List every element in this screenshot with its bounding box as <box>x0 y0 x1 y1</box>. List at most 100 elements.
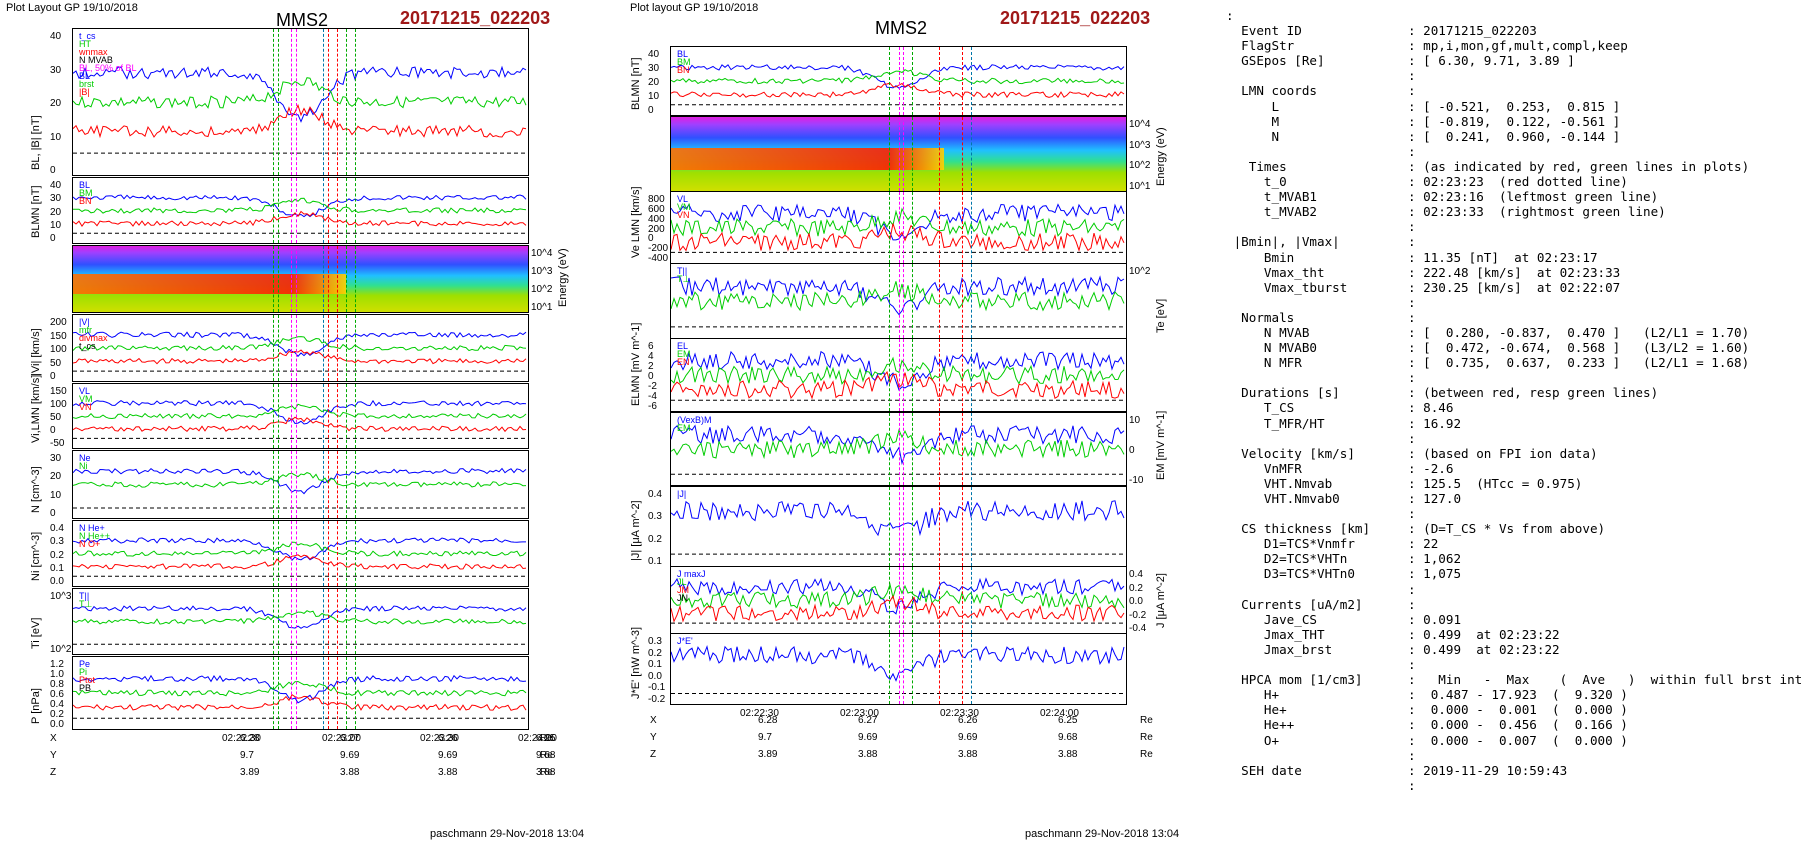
middle-panel-4: T|| T⊥ <box>670 263 1127 339</box>
trace-1 <box>671 577 1125 615</box>
axis-tick-label: 0.3 <box>50 536 64 548</box>
marker-line <box>971 567 973 633</box>
trace-1 <box>73 331 527 358</box>
trace-1 <box>73 467 527 495</box>
marker-line <box>295 178 297 243</box>
middle-event-title: 20171215_022203 <box>1000 8 1151 28</box>
time-tick-label: 02:23:00 <box>322 733 361 744</box>
trace-1 <box>671 64 1125 89</box>
marker-line <box>912 192 914 263</box>
legend-entry: N O+ <box>79 539 101 549</box>
legend-entry: wnmax <box>79 47 108 57</box>
legend-entry: divmax <box>79 333 108 343</box>
y-axis-label: BL, |B| [nT] <box>30 115 42 170</box>
marker-line <box>336 178 338 243</box>
legend-entry: mfr <box>79 325 92 335</box>
marker-line <box>898 413 900 485</box>
axis-tick-label: 10^4 <box>1129 119 1151 130</box>
marker-line <box>889 567 891 633</box>
axis-tick-label: 600 <box>648 203 665 215</box>
axis-tick-label: 30 <box>50 64 62 76</box>
trace-3 <box>73 210 527 227</box>
marker-line <box>355 657 357 729</box>
marker-line <box>889 117 891 191</box>
legend-entry: BM <box>677 57 691 67</box>
y-axis-label: Vi,LMN [km/s] <box>30 374 42 443</box>
marker-line <box>291 315 293 381</box>
time-tick-label: 02:22:30 <box>222 733 261 744</box>
marker-line <box>346 315 347 381</box>
marker-line <box>273 521 275 586</box>
legend-entry: VN <box>79 402 92 412</box>
legend-entry: N He++ <box>79 531 111 541</box>
legend-entry: |J| <box>677 489 687 499</box>
marker-line <box>277 384 279 448</box>
marker-line <box>903 264 905 338</box>
trace-1 <box>671 500 1125 537</box>
left-panel-7: N He+ N He++ N O+ <box>72 520 529 587</box>
legend-entry: T⊥ <box>79 599 93 609</box>
legend-entry: JM <box>677 585 689 595</box>
marker-line <box>939 413 941 485</box>
trace-2 <box>671 356 1125 385</box>
trace-3 <box>671 82 1125 99</box>
trace-1 <box>73 537 526 562</box>
event-info-text: : Event ID : 20171215_022203 FlagStr : m… <box>1226 8 1803 793</box>
axis-tick-label: 0.4 <box>50 699 64 710</box>
axis-tick-label: 0.4 <box>648 489 662 500</box>
axis-tick-label: 0.6 <box>50 689 64 700</box>
trace-2 <box>671 582 1125 610</box>
marker-line <box>912 567 914 633</box>
left-panel-8-traces <box>73 605 528 645</box>
trace-1 <box>73 605 527 629</box>
trace-1 <box>73 399 527 425</box>
marker-line <box>355 246 357 312</box>
position-value: 3.88 <box>340 767 360 778</box>
axis-tick-label: -200 <box>648 243 669 255</box>
legend-entry: EL <box>677 341 689 351</box>
trace-2 <box>73 403 527 420</box>
legend-entry: J maxJ <box>677 569 706 579</box>
marker-line <box>291 384 293 448</box>
y-axis-label: Ve LMN [km/s] <box>630 186 642 258</box>
marker-line <box>939 192 941 263</box>
axis-tick-label: 0.0 <box>1129 596 1143 607</box>
legend-entry: VN <box>677 210 690 220</box>
marker-line <box>291 178 293 243</box>
axis-tick-label: -0.2 <box>1129 609 1147 621</box>
marker-line <box>962 47 964 115</box>
legend-entry: JL <box>677 577 687 587</box>
marker-line <box>971 47 973 115</box>
marker-line <box>962 192 964 263</box>
marker-line <box>323 315 325 381</box>
trace-3 <box>671 594 1125 623</box>
position-value: 9.69 <box>858 732 878 743</box>
axis-tick-label: 20 <box>50 471 62 483</box>
marker-line <box>971 192 973 263</box>
position-value: 6.25 <box>536 733 556 744</box>
marker-line <box>971 339 973 411</box>
axis-tick-label: 0.3 <box>648 636 662 647</box>
marker-line <box>889 487 891 566</box>
position-value: 6.25 <box>1058 715 1078 726</box>
legend-entry: JN <box>677 593 688 603</box>
trace-1 <box>671 424 1125 466</box>
marker-line <box>898 192 900 263</box>
trace-3 <box>73 416 527 433</box>
marker-line <box>962 413 964 485</box>
axis-tick-label: 0 <box>648 105 654 116</box>
marker-line <box>971 117 973 191</box>
marker-line <box>939 634 941 704</box>
legend-entry: VM <box>677 202 691 212</box>
time-tick-label: 02:23:30 <box>420 733 459 744</box>
marker-line <box>273 384 275 448</box>
trace-1 <box>671 203 1125 241</box>
marker-line <box>323 178 325 243</box>
left-panel-7-traces <box>73 537 528 577</box>
marker-line <box>295 521 297 586</box>
left-footer: paschmann 29-Nov-2018 13:04 <box>430 828 585 840</box>
axis-tick-label: 6 <box>648 341 654 352</box>
axis-tick-label: 150 <box>50 386 67 397</box>
marker-line <box>277 178 279 243</box>
marker-line <box>295 29 297 175</box>
